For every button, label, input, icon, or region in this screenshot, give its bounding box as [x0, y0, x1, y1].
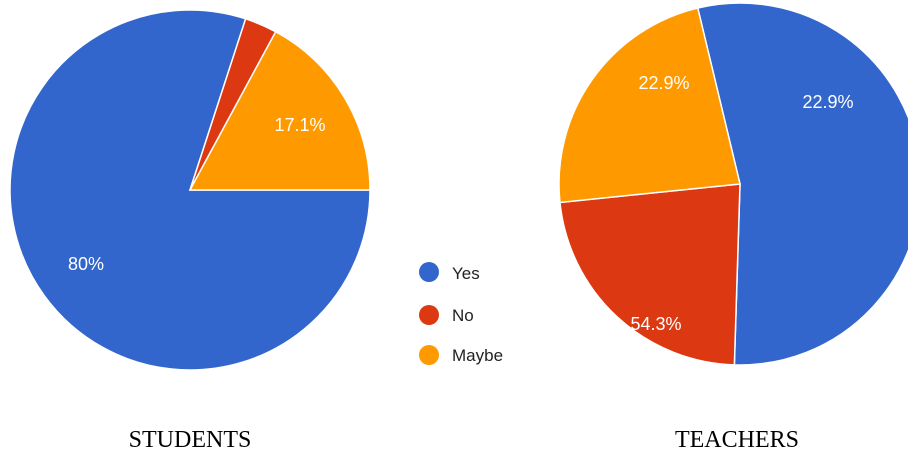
teachers-slice-no [559, 183, 741, 366]
students-slice-yes [9, 9, 371, 371]
teachers-slice-label-no: 22.9% [638, 73, 689, 93]
legend-item-yes: Yes [419, 262, 480, 283]
students-slice-maybe [188, 30, 371, 191]
students-pie-chart: 80% 17.1% [9, 9, 371, 371]
students-caption: STUDENTS [129, 427, 252, 453]
legend-item-no: No [419, 305, 474, 325]
teachers-pie-chart: 54.3% 22.9% 22.9% [558, 2, 908, 366]
teachers-slice-label-yes: 54.3% [630, 314, 681, 334]
teachers-slice-yes [696, 2, 908, 366]
legend: Yes No Maybe [419, 262, 503, 365]
legend-item-maybe: Maybe [419, 345, 503, 365]
teachers-caption: TEACHERS [675, 427, 799, 453]
legend-swatch-yes [419, 262, 439, 282]
students-slice-label-yes: 80% [68, 254, 104, 274]
legend-label-no: No [452, 306, 474, 325]
students-slice-label-maybe: 17.1% [274, 115, 325, 135]
legend-label-maybe: Maybe [452, 346, 503, 365]
legend-swatch-maybe [419, 345, 439, 365]
teachers-slice-maybe [558, 7, 741, 204]
legend-label-yes: Yes [452, 264, 480, 283]
teachers-slice-label-maybe: 22.9% [802, 92, 853, 112]
legend-swatch-no [419, 305, 439, 325]
